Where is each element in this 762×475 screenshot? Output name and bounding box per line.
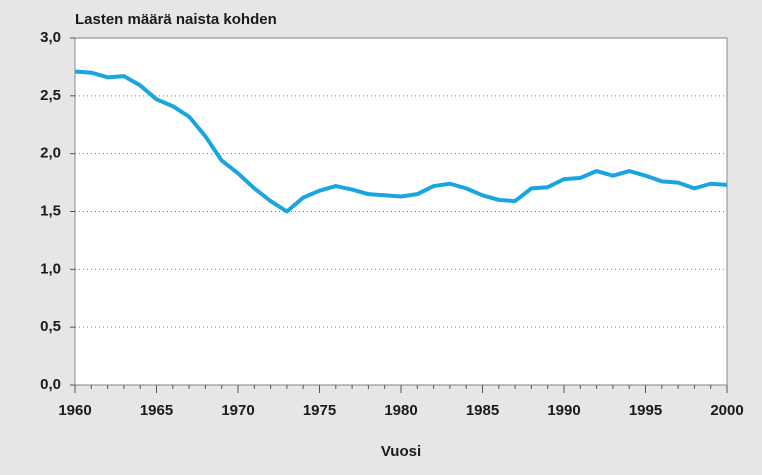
y-tick-label: 0,5 [40,318,61,335]
chart-title: Lasten määrä naista kohden [75,11,277,28]
y-tick-label: 2,0 [40,145,61,162]
x-tick-label: 1990 [547,402,580,419]
data-line [74,69,728,214]
y-tick-label: 1,5 [40,202,61,219]
y-tick-label: 3,0 [40,29,61,46]
x-axis-label: Vuosi [381,443,421,460]
y-tick-label: 0,0 [40,376,61,393]
x-tick-label: 1960 [58,402,91,419]
x-tick-label: 1980 [384,402,417,419]
x-tick-label: 1975 [303,402,336,419]
x-tick-label: 1985 [466,402,499,419]
x-tick-label: 1965 [140,402,173,419]
y-tick-label: 1,0 [40,260,61,277]
plot-area [74,37,728,386]
x-tick-label: 2000 [710,402,743,419]
y-tick-label: 2,5 [40,87,61,104]
x-tick-label: 1995 [629,402,662,419]
x-tick-label: 1970 [221,402,254,419]
